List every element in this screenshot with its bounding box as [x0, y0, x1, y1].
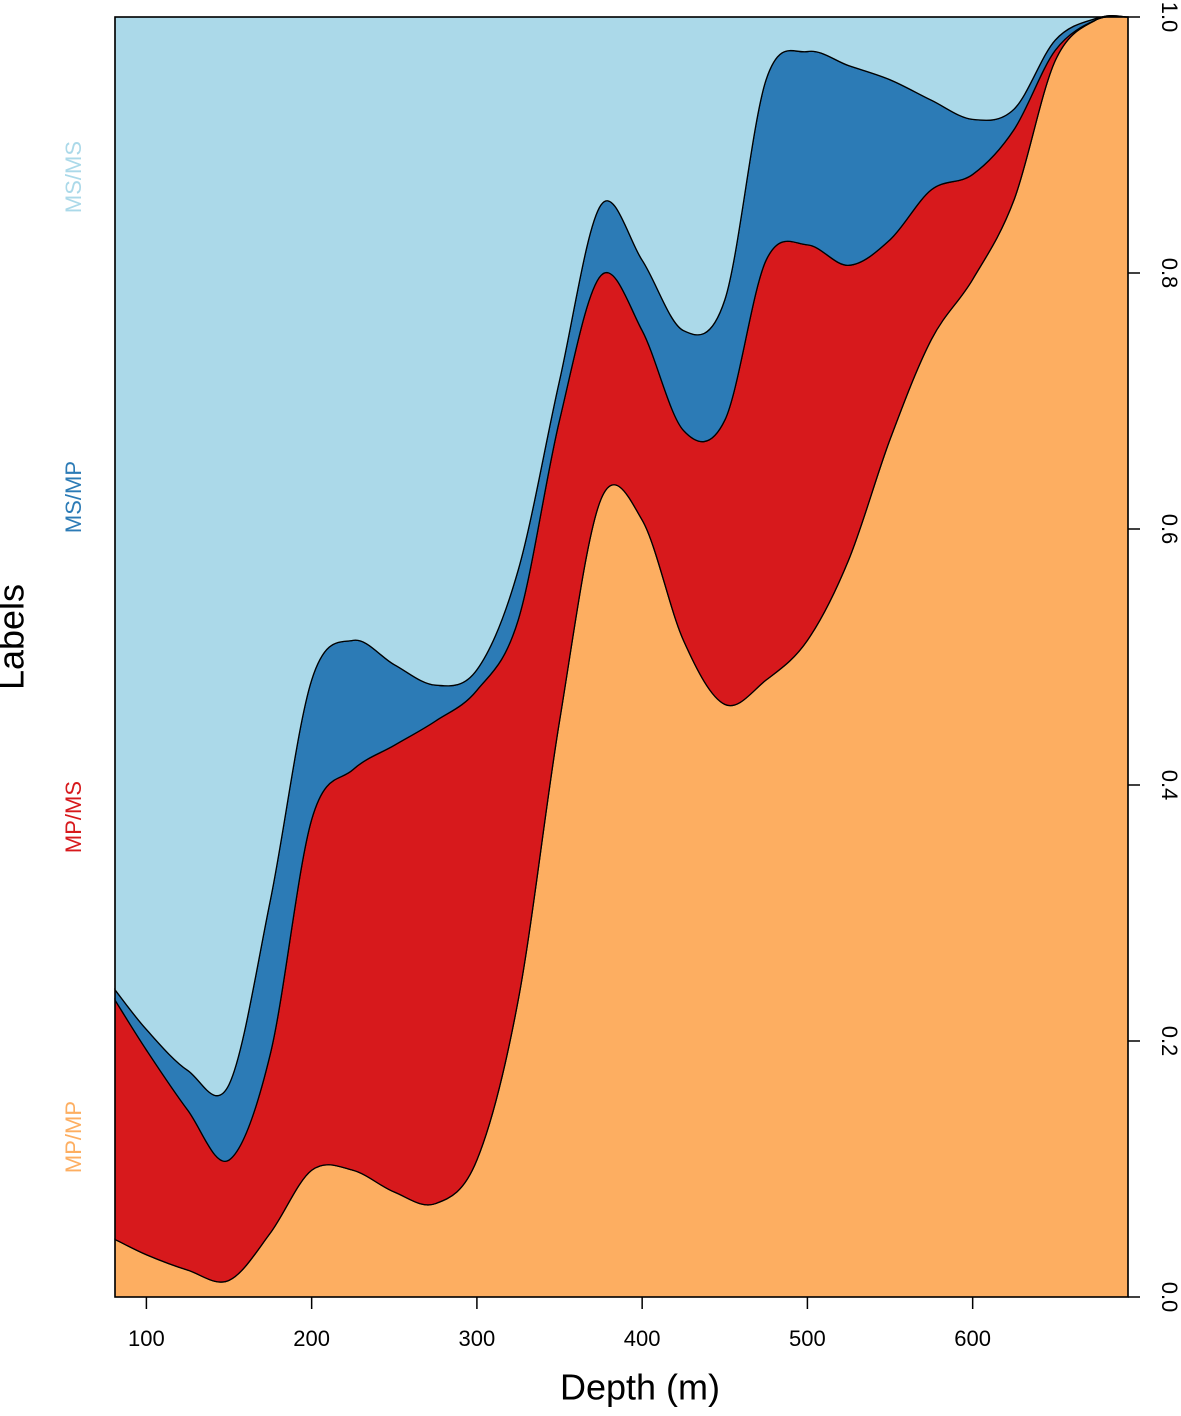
legend-label: MP/MP: [61, 1101, 86, 1173]
plot-frame: [114, 16, 1129, 1298]
y-tick-label: 0.4: [1157, 770, 1181, 801]
legend-label: MS/MS: [61, 141, 86, 213]
x-tick-label: 400: [624, 1326, 661, 1351]
y-tick-label: 0.6: [1157, 514, 1181, 545]
x-axis-title: Depth (m): [560, 1367, 720, 1408]
x-tick-label: 100: [128, 1326, 165, 1351]
x-tick-label: 300: [459, 1326, 496, 1351]
x-tick-label: 600: [954, 1326, 991, 1351]
x-tick-label: 200: [293, 1326, 330, 1351]
x-tick-label: 500: [789, 1326, 826, 1351]
legend-label: MP/MS: [61, 781, 86, 853]
y-tick-label: 0.2: [1157, 1026, 1181, 1057]
y-tick-label: 0.8: [1157, 258, 1181, 289]
y-tick-label: 0.0: [1157, 1282, 1181, 1313]
legend-label: MS/MP: [61, 461, 86, 533]
y-tick-label: 1.0: [1157, 2, 1181, 33]
y-axis-title: Labels: [0, 584, 32, 690]
